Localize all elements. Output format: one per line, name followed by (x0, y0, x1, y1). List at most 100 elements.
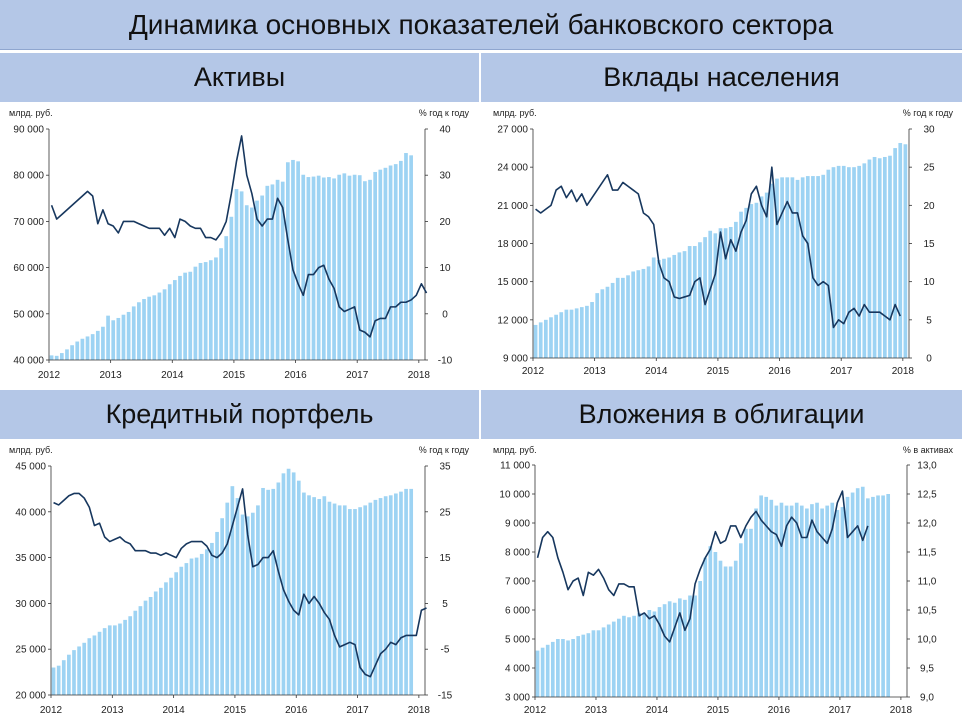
right-tick-label: 20 (923, 201, 935, 212)
bar (193, 266, 198, 360)
bar (409, 488, 414, 695)
bar (866, 498, 870, 697)
bar (101, 326, 105, 360)
bar (744, 528, 748, 697)
bar (718, 560, 723, 697)
bar (352, 174, 357, 360)
x-tick-label: 2018 (892, 366, 915, 377)
bar (642, 612, 647, 697)
bar (590, 302, 594, 358)
bar (280, 181, 285, 360)
bar (404, 488, 408, 695)
bar (275, 179, 280, 360)
bar (353, 509, 357, 695)
x-tick-label: 2012 (38, 370, 61, 381)
bar (857, 165, 862, 358)
bar (780, 177, 784, 358)
bar (764, 192, 769, 358)
bar (688, 595, 692, 697)
bar (398, 160, 403, 360)
left-tick-label: 30 000 (15, 599, 46, 610)
bar (754, 508, 758, 697)
bar (903, 144, 908, 358)
right-tick-label: 30 (923, 125, 935, 136)
bar (219, 248, 223, 360)
bar (728, 566, 733, 697)
bar (245, 516, 250, 695)
bar (363, 505, 368, 695)
bar (637, 612, 642, 697)
right-tick-label: 10,0 (917, 635, 937, 646)
bar (641, 268, 646, 358)
bar (388, 165, 393, 360)
bar (622, 615, 626, 697)
left-tick-label: 21 000 (497, 201, 528, 212)
right-unit-label: % год к году (903, 108, 954, 118)
bar (794, 502, 799, 697)
bar (102, 628, 107, 695)
bar (210, 542, 214, 695)
bar (550, 641, 555, 697)
bar (820, 508, 824, 697)
chart-panel-assets: млрд. руб. % год к году 40 000 50 000 60 000… (1, 102, 476, 387)
bar (569, 309, 574, 358)
bar (545, 644, 550, 697)
x-tick-label: 2015 (707, 366, 730, 377)
bar (337, 174, 342, 360)
bar (830, 502, 835, 697)
bar (847, 167, 851, 358)
bar (652, 611, 657, 697)
bar (708, 230, 713, 358)
bar (667, 601, 672, 697)
bar (157, 292, 162, 360)
bar (404, 153, 408, 360)
bar (693, 595, 697, 697)
x-tick-label: 2016 (285, 705, 308, 716)
page-title: Динамика основных показателей банковског… (0, 0, 962, 50)
bar (204, 549, 209, 695)
x-tick-label: 2016 (284, 370, 307, 381)
bar (877, 158, 882, 358)
right-tick-label: 40 (439, 125, 451, 136)
bar (153, 591, 158, 695)
bar (234, 189, 239, 360)
bar (256, 505, 260, 695)
chart-bonds: млрд. руб. % в активах 3 000 4 000 5 000 6 00… (493, 445, 954, 716)
right-tick-label: 0 (442, 309, 448, 320)
x-tick-label: 2013 (584, 366, 607, 377)
bar (779, 502, 784, 697)
x-tick-label: 2012 (524, 705, 547, 716)
right-tick-label: 15 (439, 553, 451, 564)
bar (332, 178, 336, 360)
right-tick-label: 10,5 (917, 606, 937, 617)
bar (621, 277, 625, 358)
left-tick-label: 70 000 (13, 217, 44, 228)
bar (147, 296, 152, 360)
bar (332, 503, 337, 695)
left-tick-label: 18 000 (497, 239, 528, 250)
bar (224, 236, 229, 360)
left-unit-label: млрд. руб. (9, 108, 53, 118)
bar (775, 178, 779, 358)
bar (285, 162, 290, 360)
bar (265, 185, 270, 360)
bar (759, 495, 763, 697)
bar (250, 207, 254, 360)
left-tick-label: 3 000 (505, 693, 530, 704)
bar (239, 191, 244, 360)
x-tick-label: 2015 (223, 370, 246, 381)
right-tick-label: 30 (439, 171, 451, 182)
bar (137, 302, 141, 360)
bar (220, 518, 224, 695)
bar (393, 164, 398, 360)
right-tick-label: 9,5 (920, 664, 934, 675)
bar (769, 183, 774, 358)
right-unit-label: % в активах (903, 445, 954, 455)
right-tick-label: 35 (439, 462, 451, 473)
bar (852, 167, 856, 358)
bar (311, 176, 316, 360)
bar (368, 502, 373, 695)
bar (595, 293, 600, 358)
left-tick-label: 5 000 (505, 635, 530, 646)
left-tick-label: 45 000 (15, 462, 46, 473)
